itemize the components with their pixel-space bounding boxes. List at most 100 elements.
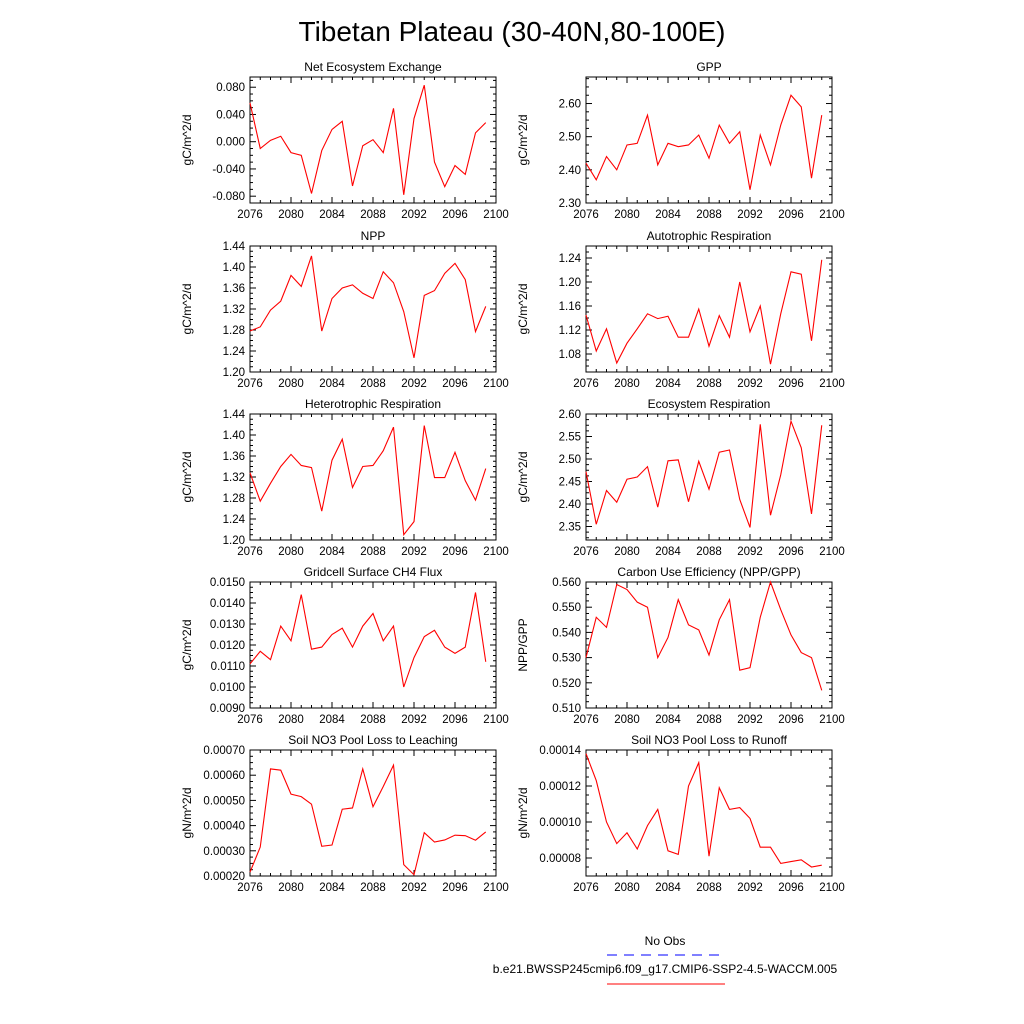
x-tick-label: 2100 bbox=[819, 714, 845, 726]
x-tick-label: 2100 bbox=[483, 546, 509, 558]
y-tick-label: 0.040 bbox=[216, 109, 245, 121]
y-tick-label: 2.50 bbox=[559, 454, 581, 466]
y-tick-label: 0.0090 bbox=[210, 703, 245, 715]
x-tick-label: 2092 bbox=[737, 714, 763, 726]
panel-2: GPP gC/m^2/d 2076 2080 2084 2088 2092 2096 2100 2… bbox=[516, 60, 845, 221]
x-tick-label: 2084 bbox=[319, 882, 345, 894]
x-tick-label: 2096 bbox=[442, 714, 468, 726]
x-tick-label: 2080 bbox=[614, 378, 640, 390]
y-tick-label: 0.0120 bbox=[210, 640, 245, 652]
y-tick-label: 0.00060 bbox=[203, 770, 245, 782]
x-tick-label: 2092 bbox=[737, 209, 763, 221]
x-tick-label: 2080 bbox=[278, 714, 304, 726]
y-tick-label: 0.00014 bbox=[539, 745, 581, 757]
y-tick-label: 0.00050 bbox=[203, 795, 245, 807]
y-tick-label: 1.24 bbox=[223, 514, 246, 526]
y-tick-label: 1.44 bbox=[223, 241, 246, 253]
y-tick-label: 0.0110 bbox=[211, 661, 245, 673]
x-tick-label: 2088 bbox=[696, 714, 722, 726]
x-tick-label: 2076 bbox=[573, 546, 599, 558]
y-tick-label: 2.30 bbox=[559, 198, 581, 210]
panel-title: Soil NO3 Pool Loss to Runoff bbox=[631, 733, 788, 747]
y-tick-label: 1.44 bbox=[223, 409, 246, 421]
panel-5: Heterotrophic Respiration gC/m^2/d 2076 208… bbox=[180, 397, 509, 558]
plot-frame bbox=[249, 413, 497, 541]
panel-6: Ecosystem Respiration gC/m^2/d 2076 2080 208… bbox=[516, 397, 845, 558]
y-tick-label: 0.550 bbox=[552, 602, 581, 614]
x-tick-label: 2084 bbox=[655, 882, 681, 894]
y-tick-label: 0.00070 bbox=[203, 745, 245, 757]
y-tick-label: 2.40 bbox=[559, 499, 581, 511]
x-tick-label: 2076 bbox=[573, 714, 599, 726]
y-tick-label: 0.00010 bbox=[539, 817, 581, 829]
x-tick-label: 2080 bbox=[614, 209, 640, 221]
y-axis-label: gC/m^2/d bbox=[180, 620, 194, 671]
x-tick-label: 2080 bbox=[614, 882, 640, 894]
x-tick-label: 2076 bbox=[237, 882, 263, 894]
x-tick-label: 2088 bbox=[696, 378, 722, 390]
x-tick-label: 2100 bbox=[819, 378, 845, 390]
panel-1: Net Ecosystem Exchange gC/m^2/d 2076 2080 20… bbox=[180, 60, 509, 221]
y-tick-label: 2.50 bbox=[559, 132, 581, 144]
panel-3: NPP gC/m^2/d 2076 2080 2084 2088 2092 2096 2100 1… bbox=[180, 229, 509, 390]
plot-frame bbox=[585, 581, 833, 709]
y-axis-label: gC/m^2/d bbox=[180, 284, 194, 335]
y-axis-label: gC/m^2/d bbox=[516, 115, 530, 166]
series-line bbox=[585, 753, 822, 868]
y-tick-label: 1.28 bbox=[223, 325, 245, 337]
x-tick-label: 2076 bbox=[237, 209, 263, 221]
x-tick-label: 2092 bbox=[737, 546, 763, 558]
plot-frame bbox=[249, 581, 497, 709]
y-tick-label: 0.000 bbox=[216, 137, 245, 149]
panel-4: Autotrophic Respiration gC/m^2/d 2076 2080 2… bbox=[516, 229, 845, 390]
x-tick-label: 2084 bbox=[655, 209, 681, 221]
y-tick-label: 0.0100 bbox=[210, 682, 245, 694]
y-tick-label: 0.0150 bbox=[210, 577, 245, 589]
x-tick-label: 2076 bbox=[237, 714, 263, 726]
x-tick-label: 2088 bbox=[360, 546, 386, 558]
y-tick-label: 0.00030 bbox=[203, 846, 245, 858]
x-tick-label: 2080 bbox=[278, 209, 304, 221]
y-tick-label: -0.080 bbox=[212, 191, 245, 203]
y-tick-label: 0.00008 bbox=[539, 853, 581, 865]
x-tick-label: 2080 bbox=[278, 378, 304, 390]
y-tick-label: 1.40 bbox=[223, 262, 245, 274]
y-tick-label: 1.20 bbox=[223, 535, 245, 547]
panel-title: Carbon Use Efficiency (NPP/GPP) bbox=[617, 565, 800, 579]
x-tick-label: 2100 bbox=[819, 209, 845, 221]
y-tick-label: 2.40 bbox=[559, 165, 581, 177]
series-line bbox=[585, 259, 823, 365]
y-tick-label: 2.60 bbox=[559, 409, 581, 421]
panel-title: Autotrophic Respiration bbox=[647, 229, 772, 243]
y-tick-label: 0.080 bbox=[216, 82, 245, 94]
panel-8: Carbon Use Efficiency (NPP/GPP) NPP/GPP 20… bbox=[516, 565, 845, 726]
panel-title: Gridcell Surface CH4 Flux bbox=[304, 565, 443, 579]
x-tick-label: 2096 bbox=[778, 714, 804, 726]
x-tick-label: 2096 bbox=[442, 378, 468, 390]
x-tick-label: 2084 bbox=[319, 714, 345, 726]
x-tick-label: 2088 bbox=[696, 209, 722, 221]
y-tick-label: 0.510 bbox=[552, 703, 581, 715]
x-tick-label: 2092 bbox=[737, 378, 763, 390]
panel-10: Soil NO3 Pool Loss to Runoff gN/m^2/d 2076… bbox=[516, 733, 845, 894]
plot-frame bbox=[249, 245, 497, 373]
y-tick-label: 2.45 bbox=[559, 477, 581, 489]
x-tick-label: 2084 bbox=[655, 714, 681, 726]
x-tick-label: 2088 bbox=[360, 378, 386, 390]
x-tick-label: 2088 bbox=[696, 882, 722, 894]
legend-obs-label: No Obs bbox=[645, 934, 686, 948]
x-tick-label: 2076 bbox=[237, 378, 263, 390]
x-tick-label: 2084 bbox=[319, 378, 345, 390]
x-tick-label: 2092 bbox=[401, 882, 427, 894]
y-tick-label: 1.36 bbox=[223, 283, 245, 295]
y-tick-label: 0.0130 bbox=[210, 619, 245, 631]
y-tick-label: -0.040 bbox=[212, 164, 245, 176]
y-tick-label: 1.24 bbox=[223, 346, 246, 358]
x-tick-label: 2088 bbox=[360, 714, 386, 726]
y-tick-label: 1.16 bbox=[559, 301, 581, 313]
legend-model-label: b.e21.BWSSP245cmip6.f09_g17.CMIP6-SSP2-4… bbox=[493, 962, 838, 976]
panel-title: NPP bbox=[361, 229, 386, 243]
series-line bbox=[585, 580, 823, 691]
y-tick-label: 0.520 bbox=[552, 678, 581, 690]
plot-frame bbox=[585, 749, 833, 877]
